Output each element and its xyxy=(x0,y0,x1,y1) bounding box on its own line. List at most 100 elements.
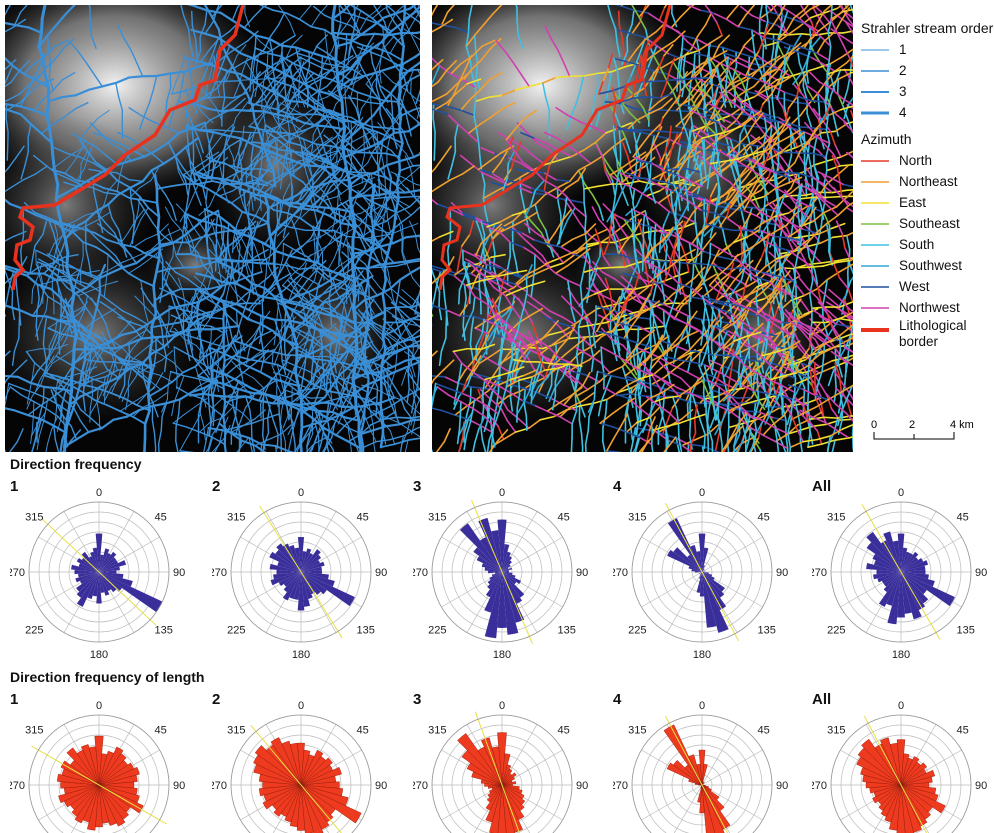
axis-label-nw: 315 xyxy=(25,512,43,524)
rose-wedge xyxy=(688,754,703,786)
rose-wedge xyxy=(486,784,503,803)
rose-wedge xyxy=(901,547,908,572)
azimuth-swatch xyxy=(861,222,889,225)
outer-ring xyxy=(230,501,372,643)
rose-wedge xyxy=(87,572,99,600)
rose-wedge xyxy=(901,552,914,572)
rose-wedge xyxy=(698,572,702,575)
rose-wedge xyxy=(277,561,301,572)
rose-wedge xyxy=(702,565,705,572)
rose-wedge xyxy=(502,567,513,572)
mean-direction-line xyxy=(471,500,533,644)
rose-wedge xyxy=(76,572,99,592)
rose-wedge xyxy=(78,563,99,572)
rose-wedge xyxy=(301,572,313,600)
axis-label-w: 270 xyxy=(10,780,25,792)
rose-wedge xyxy=(99,572,112,592)
axis-label-e: 90 xyxy=(776,567,788,579)
rose-wedge xyxy=(501,781,517,786)
axis-label-ne: 45 xyxy=(956,725,968,737)
rose-wedge xyxy=(698,749,706,786)
rose-wedge xyxy=(673,759,703,786)
rose-wedge xyxy=(696,551,702,572)
rose-wedge xyxy=(702,572,725,592)
rose-wedge xyxy=(900,756,920,786)
mean-direction-line xyxy=(861,504,941,640)
mean-direction-line xyxy=(31,745,167,825)
axis-label-n: 0 xyxy=(96,700,102,712)
rose-panel-label: 3 xyxy=(413,478,421,495)
rose-diagram-frequency-4: 0 90 180 270 45 135 225 315 4 xyxy=(613,478,788,661)
rose-wedge xyxy=(484,572,502,639)
rose-wedge xyxy=(502,567,509,572)
rose-wedge xyxy=(99,551,117,572)
axis-label-n: 0 xyxy=(898,700,904,712)
rose-wedge xyxy=(502,551,511,572)
grid-spoke xyxy=(641,571,703,608)
rose-panel-label: All xyxy=(812,478,831,495)
rose-wedge xyxy=(887,572,901,625)
order-swatch xyxy=(861,49,889,50)
rose-wedge xyxy=(300,784,362,824)
rose-wedge xyxy=(300,749,324,786)
rose-wedge xyxy=(297,537,305,572)
mean-direction-line xyxy=(664,502,740,642)
axis-label-nw: 315 xyxy=(827,512,845,524)
rose-wedge xyxy=(293,572,301,600)
rose-wedge xyxy=(301,559,321,572)
grid-spoke xyxy=(641,784,703,821)
scale-tick-4: 4 km xyxy=(950,419,974,431)
axis-label-ne: 45 xyxy=(356,512,368,524)
axis-label-n: 0 xyxy=(499,700,505,712)
axis-label-n: 0 xyxy=(96,487,102,499)
rose-wedge xyxy=(502,556,513,572)
rose-wedge xyxy=(484,572,502,613)
axis-label-ne: 45 xyxy=(154,512,166,524)
rose-wedge xyxy=(896,784,906,833)
rose-wedge xyxy=(901,572,935,587)
axis-label-n: 0 xyxy=(898,487,904,499)
mean-direction-line xyxy=(863,715,928,833)
rose-wedge xyxy=(502,572,522,585)
direction-frequency-length-title: Direction frequency of length xyxy=(10,669,205,685)
rose-wedge xyxy=(699,572,705,597)
azimuth-legend-title: Azimuth xyxy=(861,131,912,147)
axis-label-e: 90 xyxy=(975,780,987,792)
rose-wedge xyxy=(281,740,302,786)
direction-frequency-title: Direction frequency xyxy=(10,456,142,472)
border-swatch xyxy=(861,328,889,332)
rose-wedge xyxy=(99,572,110,596)
rose-wedge xyxy=(502,571,509,573)
rose-wedge xyxy=(487,572,502,590)
rose-wedge xyxy=(901,557,919,572)
rose-wedge xyxy=(74,784,100,824)
legend-item-order-1: 1 xyxy=(861,39,994,60)
rose-diagram-length-1: 090180270451352253151 xyxy=(10,691,185,833)
rose-wedge xyxy=(270,737,302,786)
rose-wedge xyxy=(702,572,713,577)
rose-wedge xyxy=(866,542,901,572)
outer-ring xyxy=(28,501,170,643)
rose-wedge xyxy=(297,572,305,611)
rose-wedge xyxy=(98,784,126,827)
axis-label-nw: 315 xyxy=(428,512,446,524)
stream-network xyxy=(5,5,420,452)
azimuth-label: South xyxy=(899,237,935,252)
rose-wedge xyxy=(900,762,928,786)
rose-wedge xyxy=(66,747,100,786)
rose-diagram-length-4: 090180270451352253154 xyxy=(613,691,788,833)
azimuth-map-canvas xyxy=(432,5,853,452)
outer-ring xyxy=(431,501,573,643)
rose-wedge xyxy=(457,733,503,786)
rose-wedge xyxy=(502,572,519,635)
rose-wedge xyxy=(702,572,715,581)
rose-wedge xyxy=(502,572,516,578)
mean-direction-line xyxy=(250,724,342,833)
rose-wedge xyxy=(666,762,703,786)
axis-label-sw: 225 xyxy=(428,624,446,636)
rose-wedge xyxy=(484,567,502,572)
azimuth-swatch xyxy=(861,306,889,309)
axis-label-ne: 45 xyxy=(356,725,368,737)
rose-diagram-frequency-all: 0 90 180 270 45 135 225 315 All xyxy=(812,478,987,661)
axis-label-n: 0 xyxy=(298,487,304,499)
